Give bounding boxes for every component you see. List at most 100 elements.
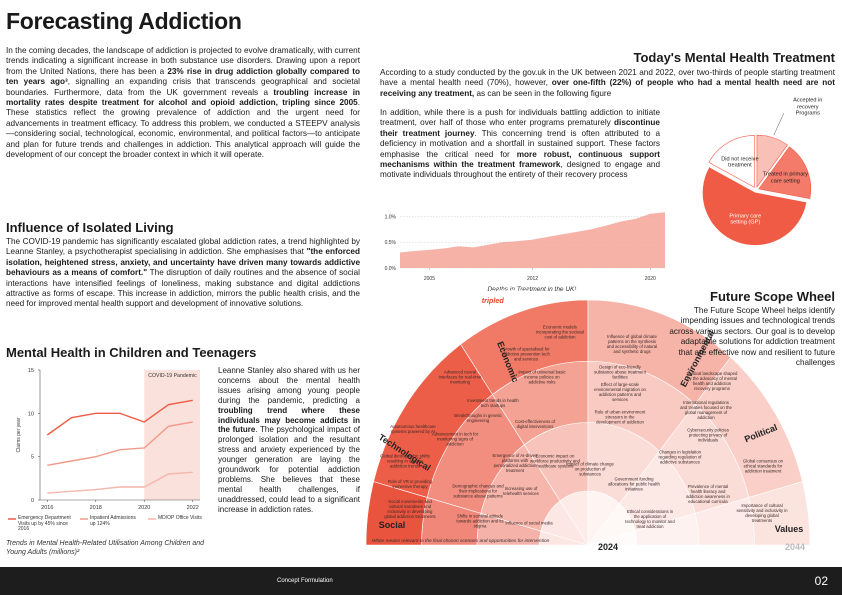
pie-label: Accepted in recovery Programs bbox=[793, 97, 823, 117]
series-line bbox=[47, 421, 193, 467]
sector-label: Values bbox=[775, 524, 804, 534]
wheel-item: International regulations and treaties f… bbox=[680, 400, 732, 420]
y-tick-label: 5 bbox=[31, 455, 34, 461]
text-run: 23% rise in drug addiction globally comp… bbox=[6, 66, 360, 87]
text-run: The disruption of daily routines and the… bbox=[6, 268, 361, 309]
wheel-item: Growth of specialised for addiction prev… bbox=[502, 346, 550, 362]
future-paragraph: The Future Scope Wheel helps identify im… bbox=[667, 306, 835, 368]
text-run: Leanne Stanley also shared with us her c… bbox=[218, 366, 360, 405]
text-run: over one-fifth (22%) of people who had a… bbox=[380, 78, 835, 98]
y-axis-label: Claims per year bbox=[16, 417, 22, 452]
treatment-paragraph: According to a study conducted by the go… bbox=[380, 68, 835, 99]
wheel-item: Influence of global climate patterns on … bbox=[606, 334, 658, 354]
footer-bar: Concept Formulation 02 bbox=[0, 567, 842, 595]
x-tick-label: 2020 bbox=[138, 505, 150, 511]
wheel-item: Cybersecurity policies protecting privac… bbox=[687, 427, 729, 443]
wheel-item: Breakthroughs in genetic engineering bbox=[454, 413, 502, 423]
text-run: , signalling an expanding crisis that tr… bbox=[6, 77, 360, 97]
legend-label: Inpatient Admissions up 124% bbox=[90, 515, 136, 527]
x-tick-label: 2016 bbox=[41, 505, 53, 511]
text-run: , designed to engage and motivate indivi… bbox=[380, 160, 660, 180]
pie-slice bbox=[702, 167, 807, 246]
y-tick-label: 1.0% bbox=[385, 214, 397, 220]
shaded-region bbox=[144, 370, 200, 500]
series-line bbox=[47, 471, 193, 494]
chart-caption: Trends in Mental Health-Related Utilisat… bbox=[6, 540, 205, 556]
text-run: The death rate among those in treatment … bbox=[390, 287, 530, 305]
children-paragraph: Leanne Stanley also shared with us her c… bbox=[218, 366, 360, 515]
text-run: . The psychological impact of prolonged … bbox=[218, 425, 361, 514]
leader-line bbox=[773, 113, 785, 136]
wheel-item: Investment trends in health tech startup… bbox=[467, 398, 519, 408]
series-line bbox=[46, 399, 193, 436]
section-heading: Influence of Isolated Living bbox=[6, 220, 174, 235]
pie-slice bbox=[708, 135, 755, 188]
pie-label: Primary care setting (GP) bbox=[729, 213, 762, 226]
wheel-item: Government funding allocations for publi… bbox=[608, 476, 660, 492]
wheel-segment bbox=[748, 481, 811, 546]
wheel-item: Cost-effectiveness of digital interventi… bbox=[514, 419, 556, 429]
text-run: . This concerning trend is often attribu… bbox=[380, 128, 661, 159]
pie-label: Did not receive treatment bbox=[721, 156, 759, 169]
intro-paragraph: In the coming decades, the landscape of … bbox=[6, 46, 360, 160]
wheel-item: Increasing use of telehealth services bbox=[503, 486, 539, 496]
section-heading: Mental Health in Children and Teenagers bbox=[6, 345, 257, 360]
pie-slice bbox=[756, 134, 788, 189]
text-run: The Future Scope Wheel helps identify im… bbox=[669, 306, 835, 368]
wheel-item: Design of eco-friendly substance abuse t… bbox=[594, 364, 646, 380]
wheel-item: Demographic changes and their implicatio… bbox=[452, 483, 504, 499]
text-run: more robust, continuous support mechanis… bbox=[380, 149, 660, 170]
x-tick-label: 2012 bbox=[527, 276, 538, 282]
wheel-item: Autonomous healthcare systems powered by… bbox=[390, 424, 436, 434]
x-tick-label: 2005 bbox=[424, 276, 435, 282]
section-heading: Future Scope Wheel bbox=[710, 289, 835, 304]
legend-label: MD/OP Office Visits bbox=[158, 515, 202, 521]
wheel-item: Economic impact on workforce productivit… bbox=[530, 453, 580, 469]
wheel-item: Importance of cultural sensitivity and i… bbox=[736, 503, 788, 523]
pie-label: Treated in primary care setting bbox=[762, 171, 808, 185]
text-run: "the enforced isolation, heightened stre… bbox=[6, 247, 360, 278]
legend-label: Emergency Department Visits up by 45% si… bbox=[18, 515, 71, 533]
page-number: 02 bbox=[814, 574, 828, 588]
year-label: 2044 bbox=[785, 542, 805, 552]
text-run: According to a study conducted by the go… bbox=[380, 68, 835, 88]
y-tick-label: 0.0% bbox=[385, 266, 397, 272]
sector-label: Social bbox=[379, 520, 406, 530]
wheel-item: Prevalence of mental health literacy and… bbox=[686, 484, 730, 504]
wheel-note: The death rate among those in treatment … bbox=[390, 287, 530, 314]
page-title: Forecasting Addiction bbox=[6, 8, 242, 34]
wheel-item: Political landscape shaped by the advoca… bbox=[686, 371, 738, 391]
wheel-item: Advancement in tech for monitoring signs… bbox=[431, 431, 479, 447]
wheel-item: Impact of climate change on production o… bbox=[566, 461, 614, 477]
wheel-item: Global consensus on ethical standards fo… bbox=[742, 458, 784, 474]
pie-slice bbox=[758, 146, 812, 199]
text-run: The COVID-19 pandemic has significantly … bbox=[6, 237, 360, 257]
wheel-item: Economic models incorporating the societ… bbox=[536, 324, 584, 340]
x-tick-label: 2018 bbox=[90, 505, 102, 511]
text-run: since 2005 bbox=[452, 295, 525, 314]
y-tick-label: 0.5% bbox=[385, 240, 397, 246]
x-tick-label: 2022 bbox=[187, 505, 199, 511]
x-tick-label: 2020 bbox=[645, 276, 656, 282]
wheel-item: Influence of social media bbox=[505, 520, 553, 526]
year-label: 2024 bbox=[598, 542, 618, 552]
section-heading: Today's Mental Health Treatment bbox=[633, 50, 835, 65]
area bbox=[400, 212, 665, 268]
y-tick-label: 15 bbox=[28, 368, 34, 374]
footer-section: Concept Formulation bbox=[277, 578, 333, 584]
isolated-paragraph: The COVID-19 pandemic has significantly … bbox=[6, 237, 360, 310]
text-run: troubling trend where these individuals … bbox=[218, 405, 360, 435]
wheel-item: Impact of universal basic income policie… bbox=[518, 369, 566, 385]
wheel-item: Social movements and cultural narratives… bbox=[384, 499, 436, 519]
annotation: COVID-19 Pandemic bbox=[148, 373, 197, 379]
wheel-item: Ethical considerations in the applicatio… bbox=[625, 509, 675, 529]
text-run: In the coming decades, the landscape of … bbox=[6, 46, 360, 76]
text-run: tripled bbox=[481, 295, 504, 305]
y-tick-label: 0 bbox=[31, 498, 34, 504]
y-tick-label: 10 bbox=[28, 411, 34, 417]
wheel-footnote: White means relevant to the final chosen… bbox=[372, 539, 550, 544]
text-run: . These statistics reflect the growing p… bbox=[6, 98, 360, 160]
wheel-item: Emergence of AI-driven platforms with pe… bbox=[492, 453, 538, 473]
wheel-item: Effect of large-scale environmental migr… bbox=[594, 382, 646, 402]
